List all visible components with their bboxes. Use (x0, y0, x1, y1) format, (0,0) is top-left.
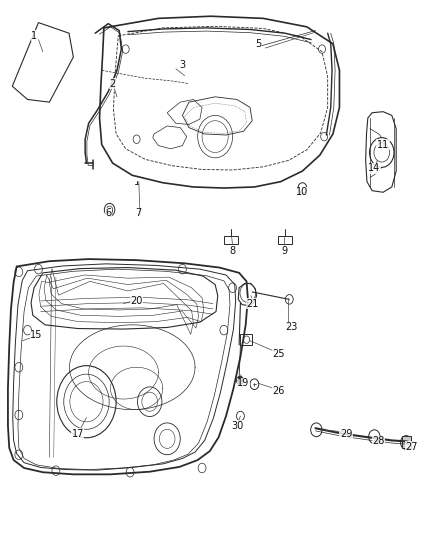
Text: 3: 3 (179, 60, 185, 70)
Text: 7: 7 (135, 208, 141, 219)
Text: 10: 10 (296, 187, 308, 197)
Text: 30: 30 (230, 421, 243, 431)
Text: 6: 6 (105, 208, 111, 219)
Text: 1: 1 (31, 31, 37, 41)
Text: 11: 11 (376, 140, 389, 150)
Text: 9: 9 (281, 246, 287, 256)
Text: 5: 5 (255, 39, 261, 49)
Text: 25: 25 (272, 349, 284, 359)
Text: 2: 2 (109, 78, 116, 88)
Polygon shape (401, 436, 410, 448)
Text: 8: 8 (229, 246, 235, 256)
Text: 27: 27 (404, 442, 417, 452)
Text: 19: 19 (237, 378, 249, 388)
Text: 14: 14 (367, 164, 380, 173)
Text: 29: 29 (339, 429, 351, 439)
Circle shape (236, 376, 243, 385)
Text: 26: 26 (272, 386, 284, 396)
Text: 23: 23 (285, 322, 297, 333)
Text: 28: 28 (372, 437, 384, 447)
Text: 21: 21 (245, 298, 258, 309)
Text: 15: 15 (30, 330, 42, 341)
Text: 20: 20 (130, 296, 142, 306)
Text: 17: 17 (71, 429, 84, 439)
